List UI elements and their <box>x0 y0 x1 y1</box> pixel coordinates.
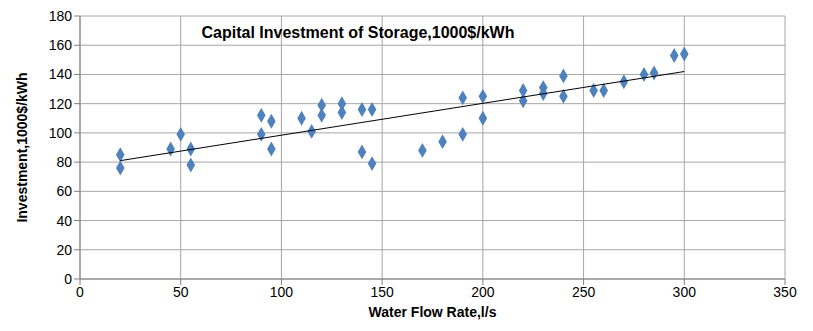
svg-text:20: 20 <box>56 242 72 258</box>
svg-text:180: 180 <box>49 8 73 24</box>
svg-text:50: 50 <box>173 284 189 300</box>
svg-text:Investment,1000$/kWh: Investment,1000$/kWh <box>14 72 30 222</box>
svg-text:150: 150 <box>370 284 394 300</box>
svg-text:0: 0 <box>64 271 72 287</box>
svg-text:Water Flow Rate,l/s: Water Flow Rate,l/s <box>369 304 497 320</box>
svg-text:40: 40 <box>56 213 72 229</box>
svg-text:100: 100 <box>270 284 294 300</box>
svg-text:100: 100 <box>49 125 73 141</box>
svg-text:350: 350 <box>773 284 797 300</box>
svg-text:160: 160 <box>49 37 73 53</box>
svg-text:0: 0 <box>76 284 84 300</box>
svg-text:300: 300 <box>673 284 697 300</box>
svg-text:140: 140 <box>49 66 73 82</box>
svg-text:200: 200 <box>471 284 495 300</box>
svg-text:250: 250 <box>572 284 596 300</box>
svg-text:120: 120 <box>49 96 73 112</box>
svg-text:60: 60 <box>56 183 72 199</box>
svg-text:80: 80 <box>56 154 72 170</box>
html-text:Capital Investment of Storage,: Capital Investment of Storage,1000$/kWh <box>201 24 515 41</box>
